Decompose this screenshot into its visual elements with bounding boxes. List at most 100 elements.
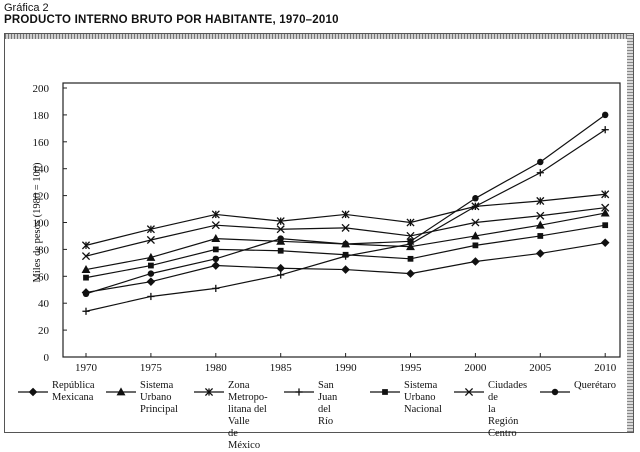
data-point (536, 211, 545, 220)
frame-right-border (627, 34, 633, 432)
legend-marker (551, 388, 559, 396)
data-point (146, 252, 156, 261)
data-point (83, 274, 89, 281)
data-point (276, 263, 286, 273)
data-point (147, 292, 155, 301)
legend-label: San Juan del Río (318, 380, 338, 427)
data-point (537, 233, 544, 239)
data-point (341, 223, 350, 232)
x-tick-label: 1995 (400, 362, 423, 374)
frame-top-border (5, 34, 633, 39)
plot-area (62, 82, 621, 358)
data-point (82, 307, 90, 315)
data-point (406, 218, 415, 227)
y-tick-label: 180 (33, 110, 50, 122)
data-point (211, 210, 220, 219)
data-point (472, 242, 479, 249)
x-tick-label: 1980 (205, 362, 228, 374)
data-point (277, 271, 285, 279)
x-tick-label: 2000 (464, 362, 487, 374)
y-tick-label: 20 (38, 325, 50, 337)
legend-marker (204, 387, 214, 397)
data-point (211, 261, 221, 270)
y-tick-label: 40 (38, 298, 50, 310)
data-point (148, 262, 154, 269)
data-point (342, 251, 349, 258)
y-tick-label: 200 (33, 83, 50, 95)
data-point (470, 231, 480, 240)
legend-marker (116, 387, 126, 396)
legend-label: República Mexicana (52, 380, 95, 403)
y-tick-label: 120 (33, 191, 50, 203)
data-point (407, 255, 414, 262)
data-point (536, 169, 544, 177)
x-tick-label: 1970 (75, 362, 98, 374)
data-point (471, 202, 479, 210)
y-axis-label: Miles de pesos (1980 = 100) (32, 162, 43, 282)
legend-label: Zona Metropo- litana del Valle de México (228, 380, 268, 451)
data-point (406, 231, 415, 241)
data-point (146, 277, 156, 286)
data-point (81, 264, 91, 273)
x-tick-label: 1990 (335, 362, 358, 374)
x-marker-icon (454, 387, 484, 397)
data-point (277, 247, 284, 254)
triangle-marker-icon (106, 387, 136, 396)
legend-marker (382, 389, 388, 395)
data-point (212, 284, 220, 293)
data-point (212, 246, 219, 253)
figure-caption: Gráfica 2 (4, 2, 49, 14)
legend-label: Ciudades de la Región Centro (488, 380, 528, 439)
data-point (600, 208, 610, 217)
data-point (146, 225, 155, 234)
x-tick-label: 1975 (140, 362, 163, 374)
x-tick-label: 2005 (529, 362, 552, 374)
square-marker-icon (370, 389, 400, 395)
legend-label: Querétaro (574, 380, 616, 391)
y-tick-label: 80 (38, 244, 50, 256)
y-tick-label: 140 (33, 164, 50, 176)
data-point (342, 240, 349, 248)
data-point (537, 158, 544, 166)
x-tick-label: 2010 (594, 362, 617, 374)
legend-marker (28, 387, 38, 397)
data-point (276, 225, 285, 234)
data-point (81, 241, 91, 250)
data-point (471, 218, 480, 227)
data-point (600, 238, 610, 247)
y-tick-label: 100 (33, 218, 50, 230)
y-tick-label: 0 (44, 352, 50, 364)
x-tick-label: 1985 (270, 362, 293, 374)
data-point (211, 221, 220, 230)
legend-label: Sistema Urbano Principal (140, 380, 178, 415)
data-point (535, 249, 545, 258)
data-point (211, 234, 221, 243)
plus-marker-icon (284, 388, 314, 396)
data-point (601, 203, 610, 212)
data-point (147, 270, 155, 277)
data-point (146, 235, 155, 245)
asterisk-marker-icon (194, 387, 224, 397)
series-line (85, 129, 606, 312)
data-point (602, 222, 609, 229)
chart-title: PRODUCTO INTERNO BRUTO POR HABITANTE, 19… (4, 14, 339, 26)
chart-frame (4, 33, 634, 433)
data-point (277, 235, 284, 242)
data-point (535, 220, 545, 229)
y-tick-label: 160 (33, 137, 50, 149)
chart-svg: 0 20 40 60 80 100 120 140 160 180 200 1970 1975 1980 1… (32, 82, 621, 374)
data-point (536, 196, 545, 206)
legend-marker (464, 387, 474, 397)
data-point (407, 238, 414, 245)
data-point (601, 190, 610, 199)
data-point (601, 111, 609, 119)
data-point (81, 252, 91, 261)
data-point (341, 265, 350, 274)
data-point (471, 257, 480, 266)
data-point (472, 195, 479, 202)
diamond-marker-icon (18, 387, 48, 397)
data-point (212, 255, 220, 263)
legend: República Mexicana Sistema Urbano Princip… (16, 380, 628, 451)
data-point (82, 290, 90, 298)
data-point (341, 210, 350, 219)
